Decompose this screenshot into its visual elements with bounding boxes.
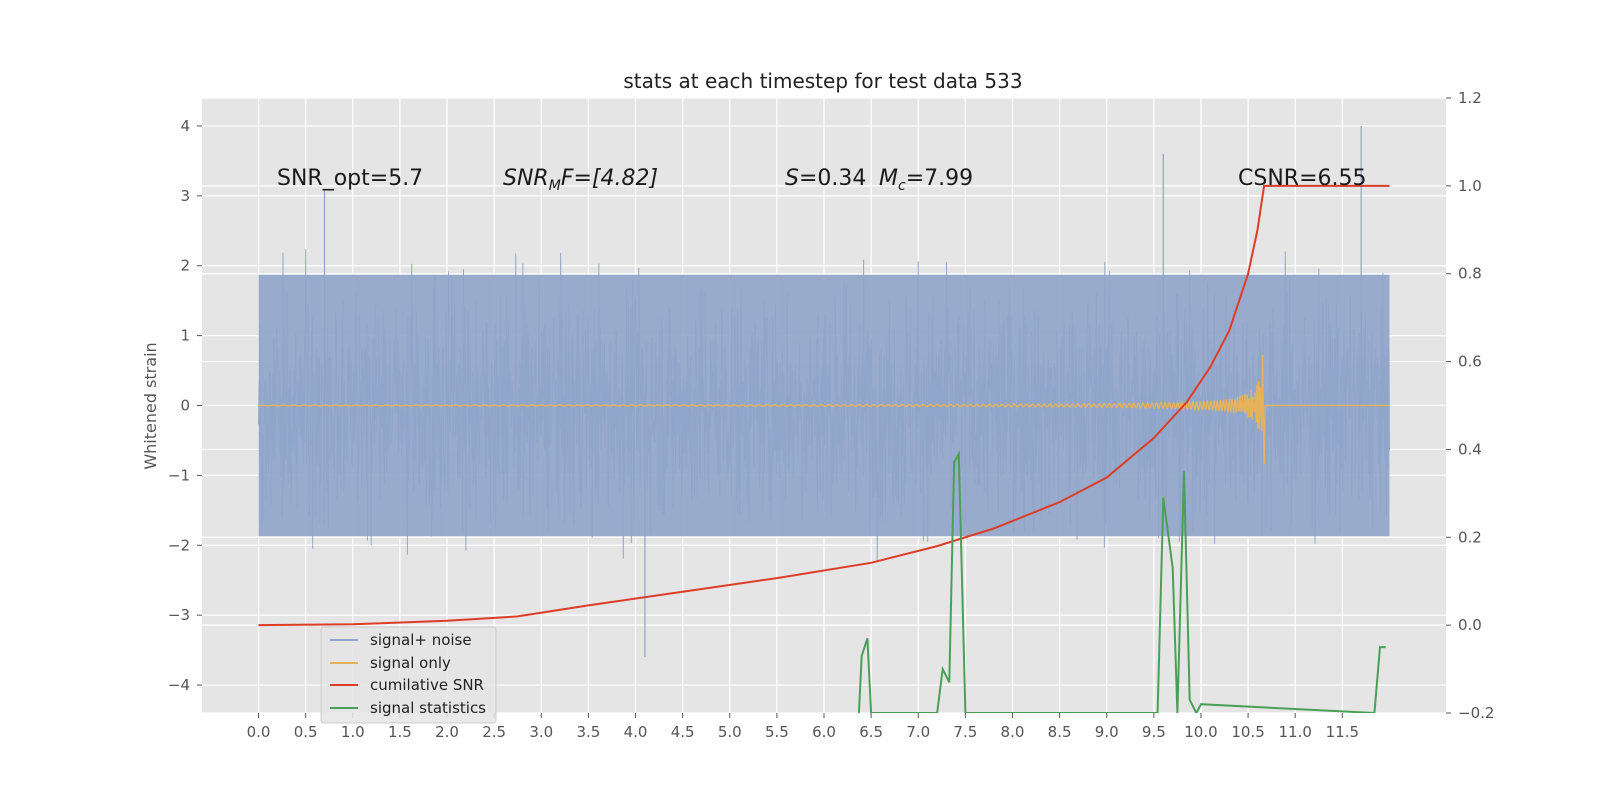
y-tick-label: −2: [168, 536, 190, 554]
annotation-s-value: =0.34: [799, 166, 866, 191]
y-tick-label: −1: [168, 466, 190, 484]
y2-tick-label: 0.6: [1458, 353, 1482, 371]
annotation-s: S=0.34: [785, 166, 866, 191]
y-tick-label: 3: [180, 187, 190, 205]
x-tick-label: 7.0: [906, 723, 930, 741]
chart-title: stats at each timestep for test data 533: [623, 69, 1022, 93]
legend: signal+ noise signal only cumilative SNR…: [320, 626, 497, 724]
legend-label-signal-only: signal only: [370, 654, 451, 672]
x-tick-label: 8.0: [1001, 723, 1025, 741]
annotation-snr-mf: SNRMF=[4.82]: [503, 166, 658, 194]
y2-tick-label: 1.2: [1458, 89, 1482, 107]
annotation-mc-subscript: c: [898, 178, 906, 194]
legend-label-signal-statistics: signal statistics: [370, 699, 486, 717]
x-tick-label: 3.0: [529, 723, 553, 741]
signal-statistics-line: [857, 449, 1386, 713]
annotation-snr-mf-symbol: SNR: [503, 166, 549, 191]
x-tick-label: 8.5: [1048, 723, 1072, 741]
y-tick-label: 2: [180, 257, 190, 275]
annotation-snr-mf-value: F=[4.82]: [561, 166, 658, 191]
y2-tick-label: 0.8: [1458, 265, 1482, 283]
y2-tick-label: 0.0: [1458, 616, 1482, 634]
x-tick-label: 10.5: [1231, 723, 1264, 741]
x-tick-label: 5.5: [765, 723, 789, 741]
x-tick-label: 0.0: [247, 723, 271, 741]
x-tick-label: 6.0: [812, 723, 836, 741]
y2-tick-label: −0.2: [1458, 704, 1494, 722]
annotation-s-symbol: S: [785, 166, 799, 191]
x-tick-label: 4.5: [671, 723, 695, 741]
annotation-mc-symbol: M: [879, 166, 898, 191]
x-tick-label: 9.5: [1142, 723, 1166, 741]
x-tick-label: 1.0: [341, 723, 365, 741]
x-tick-label: 10.0: [1184, 723, 1217, 741]
x-tick-label: 4.0: [624, 723, 648, 741]
x-tick-label: 0.5: [294, 723, 318, 741]
y2-tick-label: 0.4: [1458, 440, 1482, 458]
y-tick-label: 0: [180, 397, 190, 415]
x-tick-label: 7.5: [953, 723, 977, 741]
x-tick-label: 11.0: [1279, 723, 1312, 741]
axes-layer: 0.0 0.5 1.0 1.5 2.0 2.5 3.0 3.5 4.0 4.5 5.0 5.5 6.0 6…: [168, 89, 1495, 741]
x-tick-label: 11.5: [1326, 723, 1359, 741]
legend-label-signal-noise: signal+ noise: [370, 631, 472, 649]
annotation-mc: Mc=7.99: [879, 166, 973, 194]
y2-tick-label: 1.0: [1458, 177, 1482, 195]
x-tick-label: 1.5: [388, 723, 412, 741]
plot-layer: [258, 125, 1390, 713]
y-tick-label: −3: [168, 606, 190, 624]
x-tick-label: 6.5: [859, 723, 883, 741]
legend-box: [320, 626, 497, 724]
y-tick-label: 4: [180, 117, 190, 135]
annotation-snr-opt: SNR_opt=5.7: [277, 166, 423, 191]
annotation-snr-mf-subscript: M: [549, 178, 561, 194]
x-tick-label: 9.0: [1095, 723, 1119, 741]
annotation-mc-value: =7.99: [906, 166, 973, 191]
y-axis-label: Whitened strain: [141, 342, 160, 469]
x-tick-label: 5.0: [718, 723, 742, 741]
signal-only-line: [258, 354, 1390, 465]
annotation-csnr: CSNR=6.55: [1238, 166, 1367, 191]
x-tick-label: 3.5: [576, 723, 600, 741]
legend-label-cumulative-snr: cumilative SNR: [370, 676, 484, 694]
y-tick-label: −4: [168, 676, 190, 694]
y2-tick-label: 0.2: [1458, 528, 1482, 546]
x-tick-label: 2.0: [435, 723, 459, 741]
x-tick-label: 2.5: [482, 723, 506, 741]
cumulative-snr-line: [258, 184, 1390, 627]
y-tick-label: 1: [180, 327, 190, 345]
